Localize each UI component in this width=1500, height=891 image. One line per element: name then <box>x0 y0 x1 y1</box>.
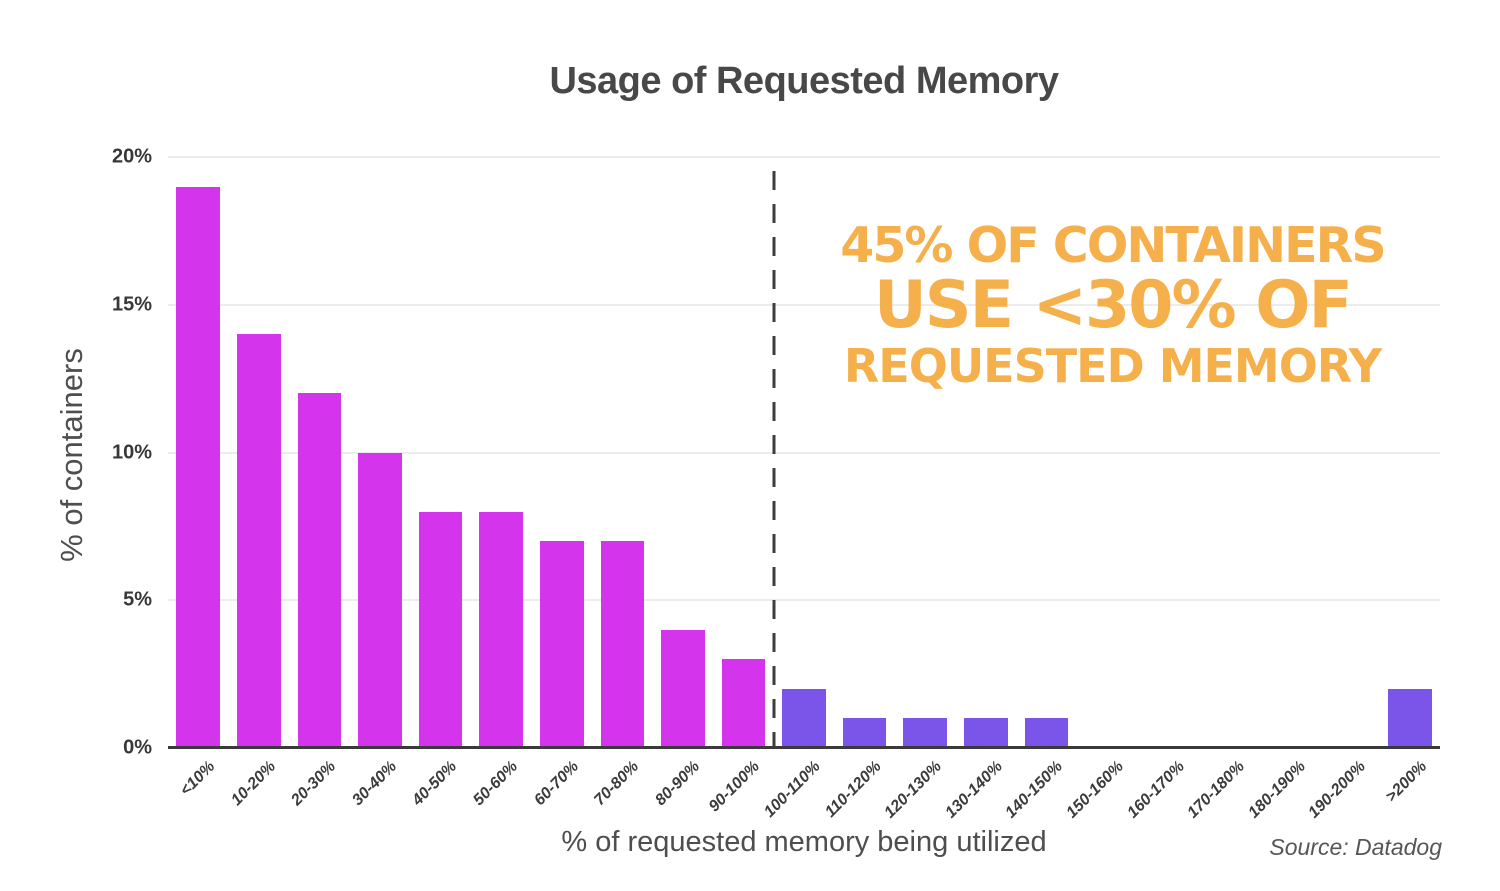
y-axis-tick-label: 0% <box>123 736 152 759</box>
annotation-line-3: REQUESTED MEMORY <box>843 339 1382 394</box>
bar <box>176 186 221 748</box>
bar-slot: 90-100% <box>706 157 774 815</box>
annotation-line-1: 45% OF CONTAINERS <box>840 217 1386 274</box>
bar-slot: 30-40% <box>349 157 411 809</box>
x-axis-tick-label: 170-180% <box>1184 758 1249 822</box>
bar <box>964 718 1008 748</box>
gridline <box>168 599 1440 602</box>
bar <box>237 334 281 748</box>
dashed-divider-line <box>772 171 776 748</box>
bar <box>782 688 826 748</box>
x-axis-tick-label: 40-50% <box>409 758 461 810</box>
bar-slot: 140-150% <box>1003 157 1077 822</box>
bar-slot: 130-140% <box>942 157 1017 822</box>
x-axis-tick-label: 120-130% <box>881 758 946 822</box>
y-axis-tick-label: 5% <box>123 588 152 611</box>
bar <box>1388 688 1432 748</box>
bar-slot: 50-60% <box>470 157 532 809</box>
bar-slot: 10-20% <box>228 157 290 809</box>
bar-slot: 100-110% <box>761 157 835 821</box>
x-axis-tick-label: 160-170% <box>1123 758 1188 822</box>
bar-slot: 40-50% <box>410 157 471 809</box>
x-axis-line <box>168 746 1440 749</box>
bar-slot: 110-120% <box>822 157 895 821</box>
bar-slot: 60-70% <box>531 157 592 809</box>
bar <box>479 511 523 748</box>
bar <box>418 511 463 748</box>
x-axis-tick-label: 50-60% <box>470 758 522 810</box>
bar-slot: 80-90% <box>652 157 714 809</box>
bar-slot: <10% <box>168 157 229 799</box>
y-axis-tick-label: 10% <box>111 441 152 463</box>
annotation-callout: 45% OF CONTAINERS USE <30% OF REQUESTED … <box>829 217 1395 394</box>
bar <box>600 541 645 748</box>
x-axis-tick-label: 80-90% <box>651 758 703 810</box>
bar <box>661 629 705 748</box>
source-credit: Source: Datadog <box>1269 834 1442 860</box>
bar <box>539 541 584 748</box>
x-axis-tick-label: 180-190% <box>1245 758 1309 822</box>
bar <box>721 659 766 748</box>
x-axis-tick-label: 130-140% <box>942 758 1006 822</box>
y-axis-title: % of containers <box>54 348 89 562</box>
x-axis-tick-label: >200% <box>1382 758 1430 806</box>
bars-row: <10% 10-20% 20-30% 30-40% 40-50% 50-60% 60-70%… <box>168 157 1441 822</box>
y-axis-tick-label: 20% <box>111 145 152 168</box>
gridline <box>168 303 1440 306</box>
bar <box>903 718 948 748</box>
x-axis-tick-label: 70-80% <box>591 758 643 810</box>
x-axis-tick-label: 140-150% <box>1002 758 1067 822</box>
x-axis-tick-label: 190-200% <box>1305 758 1370 822</box>
x-axis-tick-label: 100-110% <box>761 758 825 821</box>
x-axis-tick-label: 110-120% <box>821 758 885 821</box>
x-axis-tick-label: 10-20% <box>227 758 279 810</box>
x-axis-title: % of requested memory being utilized <box>561 826 1047 858</box>
bar-slot: 20-30% <box>288 157 350 809</box>
bar-slot: 120-130% <box>882 157 956 822</box>
x-axis-tick-label: 20-30% <box>288 758 340 810</box>
gridline <box>168 156 1440 158</box>
x-axis-tick-label: 90-100% <box>706 758 764 816</box>
bar <box>1024 718 1069 748</box>
bar <box>842 718 887 748</box>
y-axis-tick-label: 15% <box>111 293 152 316</box>
x-axis-tick-label: <10% <box>177 758 219 800</box>
x-axis-tick-label: 60-70% <box>530 758 582 810</box>
bar-slot: 70-80% <box>591 157 653 809</box>
chart-title: Usage of Requested Memory <box>549 60 1059 102</box>
x-axis-tick-label: 150-160% <box>1063 758 1127 822</box>
plot-area: 0% 5% 10% 15% 20% <10% 10-20% 20-30% 30-40% 40-5… <box>112 146 1441 822</box>
bar <box>358 452 402 748</box>
gridline <box>168 451 1440 454</box>
bar <box>297 393 342 748</box>
x-axis-tick-label: 30-40% <box>349 758 401 810</box>
bar-slot: >200% <box>1380 157 1441 806</box>
annotation-line-2: USE <30% OF <box>873 267 1353 343</box>
